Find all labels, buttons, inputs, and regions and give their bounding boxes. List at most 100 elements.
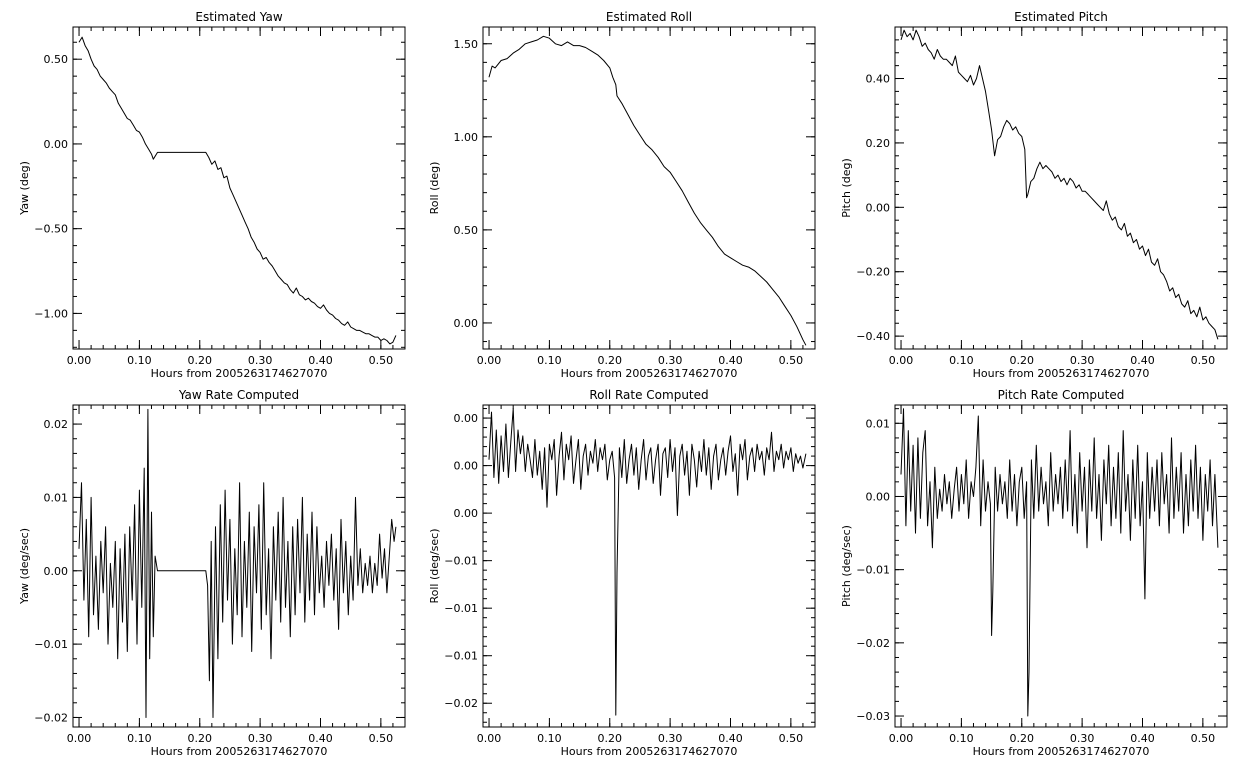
x-tick-label: 0.40 bbox=[308, 732, 333, 745]
series-line bbox=[78, 36, 397, 345]
chart-panel-1: Estimated Yaw Hours from 2005263174627070… bbox=[18, 10, 406, 380]
x-tick-label: 0.20 bbox=[598, 732, 623, 745]
y-tick-label: −0.01 bbox=[444, 555, 478, 568]
x-tick-label: 0.00 bbox=[477, 354, 502, 367]
x-axis-label: Hours from 2005263174627070 bbox=[561, 367, 738, 380]
x-tick-label: 0.20 bbox=[1010, 354, 1035, 367]
y-axis-label: Roll (deg) bbox=[428, 162, 441, 215]
y-tick-label: −0.50 bbox=[34, 223, 68, 236]
y-tick-label: 0.00 bbox=[454, 317, 479, 330]
y-tick-label: 0.02 bbox=[44, 418, 69, 431]
y-tick-label: −0.40 bbox=[856, 330, 890, 343]
x-tick-label: 0.50 bbox=[779, 732, 804, 745]
y-axis-label: Yaw (deg) bbox=[18, 161, 31, 216]
x-tick-label: 0.10 bbox=[949, 732, 974, 745]
y-tick-label: 0.00 bbox=[454, 412, 479, 425]
x-tick-label: 0.10 bbox=[537, 732, 562, 745]
x-tick-label: 0.30 bbox=[658, 354, 683, 367]
x-tick-label: 0.30 bbox=[1070, 732, 1095, 745]
y-tick-label: 0.00 bbox=[44, 565, 69, 578]
x-tick-label: 0.40 bbox=[308, 354, 333, 367]
x-axis-label: Hours from 2005263174627070 bbox=[151, 745, 328, 758]
series-line bbox=[900, 29, 1219, 340]
x-tick-label: 0.50 bbox=[779, 354, 804, 367]
x-axis-label: Hours from 2005263174627070 bbox=[151, 367, 328, 380]
x-axis-label: Hours from 2005263174627070 bbox=[973, 367, 1150, 380]
plot-frame bbox=[72, 26, 406, 350]
x-tick-label: 0.20 bbox=[188, 354, 213, 367]
plot-frame bbox=[482, 404, 816, 728]
plot-frame bbox=[72, 404, 406, 728]
y-tick-label: 0.00 bbox=[454, 507, 479, 520]
x-tick-label: 0.10 bbox=[127, 732, 152, 745]
chart-panel-4: Yaw Rate Computed Hours from 200526317462… bbox=[18, 388, 406, 758]
x-tick-label: 0.00 bbox=[477, 732, 502, 745]
plot-frame bbox=[894, 26, 1228, 350]
chart-title: Yaw Rate Computed bbox=[178, 388, 299, 402]
y-tick-label: 0.00 bbox=[454, 460, 479, 473]
y-tick-label: 0.50 bbox=[454, 224, 479, 237]
y-tick-label: −0.02 bbox=[444, 697, 478, 710]
y-tick-label: 0.01 bbox=[44, 491, 69, 504]
chart-panel-2: Estimated Roll Hours from 200526317462707… bbox=[428, 10, 816, 380]
x-tick-label: 0.00 bbox=[889, 732, 914, 745]
y-axis-label: Roll (deg/sec) bbox=[428, 528, 441, 603]
y-tick-label: 0.00 bbox=[44, 138, 69, 151]
plot-frame bbox=[894, 404, 1228, 728]
y-axis-label: Pitch (deg) bbox=[840, 158, 853, 218]
x-tick-label: 0.10 bbox=[537, 354, 562, 367]
chart-panel-6: Pitch Rate Computed Hours from 2005263174… bbox=[840, 388, 1228, 758]
chart-title: Roll Rate Computed bbox=[589, 388, 708, 402]
x-tick-label: 0.40 bbox=[1130, 354, 1155, 367]
x-tick-label: 0.50 bbox=[1191, 354, 1216, 367]
series-line bbox=[488, 408, 807, 716]
chart-title: Pitch Rate Computed bbox=[998, 388, 1125, 402]
y-tick-label: −0.20 bbox=[856, 266, 890, 279]
x-tick-label: 0.10 bbox=[127, 354, 152, 367]
x-tick-label: 0.30 bbox=[248, 354, 273, 367]
y-axis-label: Pitch (deg/sec) bbox=[840, 525, 853, 607]
x-tick-label: 0.30 bbox=[248, 732, 273, 745]
x-tick-label: 0.50 bbox=[369, 732, 394, 745]
y-tick-label: 1.50 bbox=[454, 38, 479, 51]
chart-panel-5: Roll Rate Computed Hours from 20052631746… bbox=[428, 388, 816, 758]
x-tick-label: 0.30 bbox=[1070, 354, 1095, 367]
chart-title: Estimated Yaw bbox=[195, 10, 282, 24]
y-tick-label: −0.01 bbox=[34, 638, 68, 651]
chart-title: Estimated Pitch bbox=[1014, 10, 1108, 24]
y-tick-label: −0.02 bbox=[856, 637, 890, 650]
x-tick-label: 0.00 bbox=[889, 354, 914, 367]
y-tick-label: 0.00 bbox=[866, 490, 891, 503]
y-tick-label: −0.02 bbox=[34, 711, 68, 724]
y-tick-label: 1.00 bbox=[454, 131, 479, 144]
x-tick-label: 0.00 bbox=[67, 732, 92, 745]
x-tick-label: 0.30 bbox=[658, 732, 683, 745]
y-tick-label: 0.00 bbox=[866, 201, 891, 214]
y-tick-label: −0.01 bbox=[444, 602, 478, 615]
y-tick-label: −0.01 bbox=[856, 564, 890, 577]
x-tick-label: 0.20 bbox=[1010, 732, 1035, 745]
plot-frame bbox=[482, 26, 816, 350]
y-tick-label: 0.50 bbox=[44, 53, 69, 66]
x-tick-label: 0.00 bbox=[67, 354, 92, 367]
y-tick-label: 0.01 bbox=[866, 417, 891, 430]
series-line bbox=[900, 408, 1219, 717]
x-tick-label: 0.20 bbox=[188, 732, 213, 745]
y-tick-label: 0.40 bbox=[866, 73, 891, 86]
chart-title: Estimated Roll bbox=[606, 10, 692, 24]
x-tick-label: 0.10 bbox=[949, 354, 974, 367]
x-tick-label: 0.40 bbox=[1130, 732, 1155, 745]
y-tick-label: −0.03 bbox=[856, 710, 890, 723]
y-tick-label: 0.20 bbox=[866, 137, 891, 150]
x-axis-label: Hours from 2005263174627070 bbox=[973, 745, 1150, 758]
y-tick-label: −1.00 bbox=[34, 307, 68, 320]
x-tick-label: 0.50 bbox=[1191, 732, 1216, 745]
x-tick-label: 0.20 bbox=[598, 354, 623, 367]
x-tick-label: 0.40 bbox=[718, 732, 743, 745]
chart-panel-3: Estimated Pitch Hours from 20052631746270… bbox=[840, 10, 1228, 380]
x-tick-label: 0.40 bbox=[718, 354, 743, 367]
x-tick-label: 0.50 bbox=[369, 354, 394, 367]
y-tick-label: −0.01 bbox=[444, 650, 478, 663]
x-axis-label: Hours from 2005263174627070 bbox=[561, 745, 738, 758]
